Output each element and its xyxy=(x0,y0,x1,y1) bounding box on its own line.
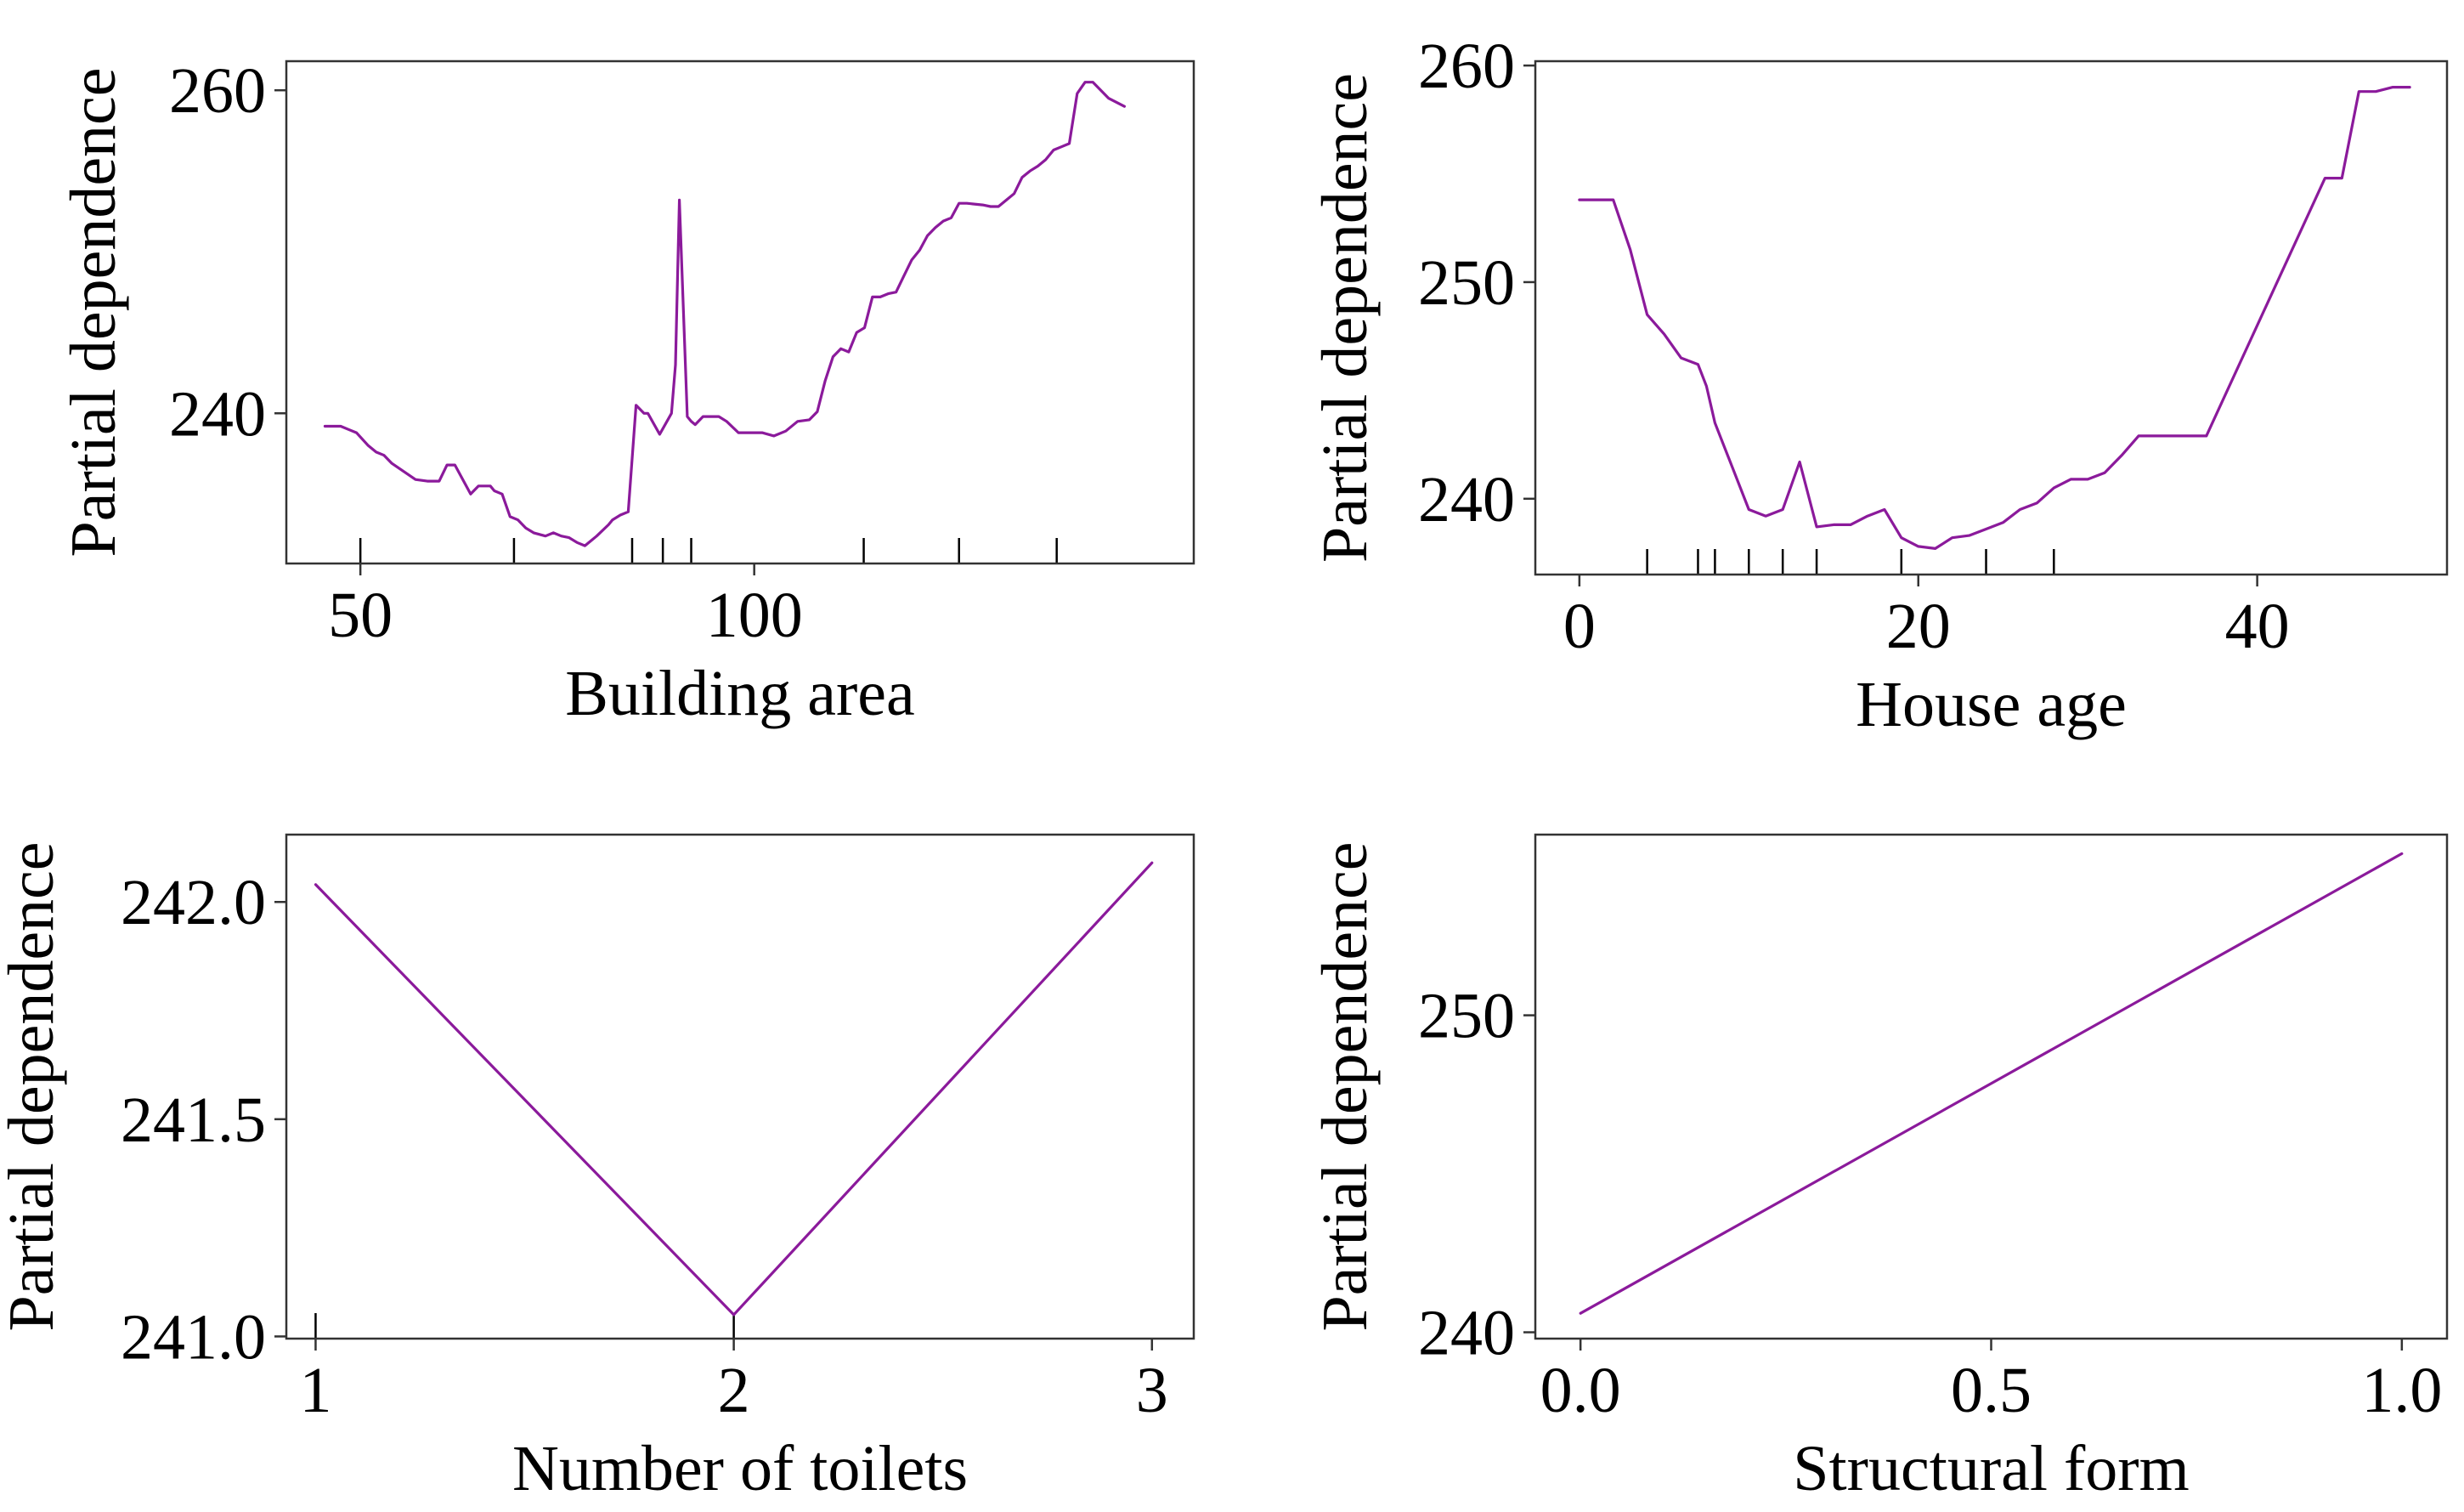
plot-frame xyxy=(285,59,1195,565)
x-tick-label: 2 xyxy=(718,1355,750,1426)
subplot-3: 1 2 3 241.0 241.5 242.0 Number of toilets Parti… xyxy=(0,833,1195,1504)
x-tick-label: 0.5 xyxy=(1951,1355,2032,1426)
y-tick-label: 260 xyxy=(169,55,266,127)
partial-dependence-line xyxy=(314,861,1154,1317)
x-tick-label: 1 xyxy=(299,1355,331,1426)
plot-frame xyxy=(1534,59,2449,576)
y-tick-label: 242.0 xyxy=(121,867,266,938)
x-tick-label: 20 xyxy=(1886,591,1951,662)
x-tick-label: 3 xyxy=(1136,1355,1168,1426)
x-tick-label: 0 xyxy=(1563,591,1596,662)
y-axis-label: Partial dependence xyxy=(0,841,67,1331)
subplot-2: 0 20 40 240 250 260 House age Partial dependenc… xyxy=(1309,31,2449,740)
y-tick-label: 260 xyxy=(1418,31,1515,102)
partial-dependence-line xyxy=(1578,85,2411,551)
x-tick-label: 0.0 xyxy=(1540,1355,1621,1426)
x-axis-label: Building area xyxy=(565,658,915,729)
y-tick-label: 240 xyxy=(169,378,266,450)
x-tick-label: 100 xyxy=(706,580,803,651)
y-tick-label: 250 xyxy=(1418,981,1515,1052)
plot-frame xyxy=(285,833,1195,1340)
partial-dependence-line xyxy=(1579,852,2404,1315)
x-tick-label: 1.0 xyxy=(2361,1355,2442,1426)
x-axis-label: Structural form xyxy=(1793,1433,2189,1504)
x-axis-label: House age xyxy=(1856,669,2127,740)
y-axis-label: Partial dependence xyxy=(1309,73,1381,563)
y-tick-label: 241.0 xyxy=(121,1301,266,1373)
x-tick-label: 50 xyxy=(328,580,393,651)
y-tick-label: 240 xyxy=(1418,464,1515,535)
x-axis-label: Number of toilets xyxy=(512,1433,968,1504)
x-tick-label: 40 xyxy=(2225,591,2290,662)
y-tick-label: 241.5 xyxy=(121,1084,266,1156)
y-axis-label: Partial dependence xyxy=(1309,841,1381,1331)
partial-dependence-line xyxy=(323,81,1127,547)
subplot-4: 0.0 0.5 1.0 240 250 Structural form Partial de… xyxy=(1309,833,2449,1504)
subplot-1: 50 100 240 260 Building area Partial dependen… xyxy=(58,55,1195,729)
y-tick-label: 250 xyxy=(1418,247,1515,319)
y-tick-label: 240 xyxy=(1418,1298,1515,1369)
y-axis-label: Partial dependence xyxy=(58,67,129,557)
